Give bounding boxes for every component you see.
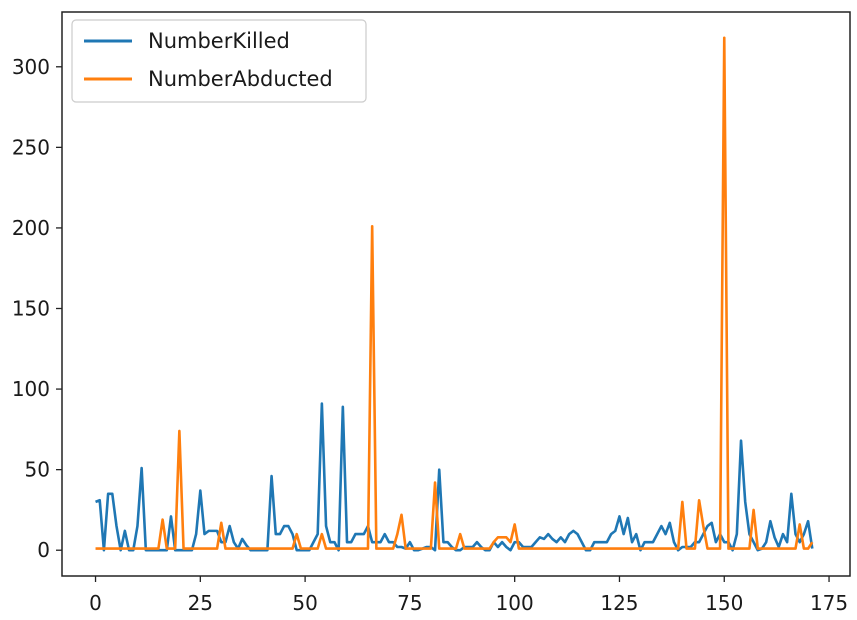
y-tick-label: 150	[12, 297, 50, 321]
series-group	[95, 36, 814, 552]
x-tick-label: 50	[292, 591, 317, 615]
x-axis: 0 25 50 75 100 125 150 175	[89, 576, 848, 615]
x-tick-label: 150	[705, 591, 743, 615]
legend-label-numberkilled: NumberKilled	[148, 29, 290, 53]
y-tick-label: 100	[12, 377, 50, 401]
axes-frame	[61, 11, 851, 577]
legend: NumberKilled NumberAbducted	[71, 19, 367, 103]
y-tick-label: 200	[12, 216, 50, 240]
x-tick-label: 125	[600, 591, 638, 615]
y-tick-label: 50	[25, 458, 50, 482]
legend-label-numberabducted: NumberAbducted	[148, 67, 333, 91]
x-tick-label: 75	[397, 591, 422, 615]
x-tick-label: 0	[89, 591, 102, 615]
legend-box	[71, 19, 367, 103]
x-tick-label: 100	[496, 591, 534, 615]
x-tick-label: 25	[188, 591, 213, 615]
y-tick-label: 300	[12, 55, 50, 79]
series-line-numberabducted	[95, 36, 814, 550]
y-tick-label: 0	[37, 538, 50, 562]
y-axis: 0 50 100 150 200 250 300	[12, 55, 62, 562]
y-tick-label: 250	[12, 135, 50, 159]
x-tick-label: 175	[810, 591, 848, 615]
